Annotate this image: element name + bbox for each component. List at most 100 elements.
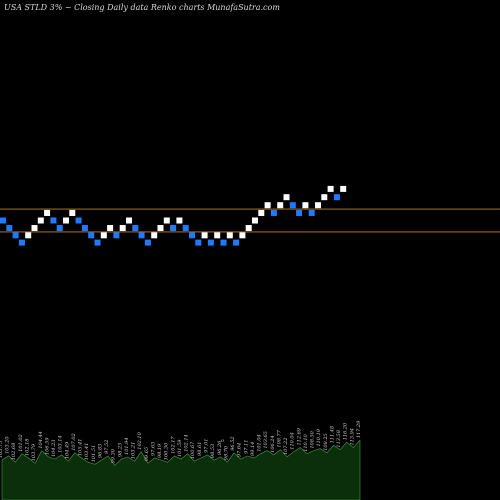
price-label: 116.20 [343, 422, 349, 440]
price-label: 103.14 [58, 435, 64, 453]
price-label: 99.30 [111, 448, 117, 463]
price-label: 104.49 [64, 441, 70, 459]
renko-brick-down [50, 217, 57, 224]
price-label: 100.30 [164, 442, 170, 460]
renko-brick-up [226, 232, 233, 239]
price-label: 98.53 [210, 444, 216, 458]
price-label: 108.77 [276, 429, 282, 447]
price-label: 99.65 [144, 447, 150, 461]
renko-brick-down [195, 239, 202, 246]
renko-brick-down [81, 225, 88, 232]
renko-brick-down [0, 217, 6, 224]
renko-brick-down [189, 232, 195, 239]
price-label: 110.19 [316, 428, 322, 446]
renko-brick-up [340, 185, 347, 192]
price-label: 110.04 [290, 432, 296, 450]
renko-brick-up [245, 225, 252, 232]
renko-brick-up [214, 232, 221, 239]
renko-brick-down [233, 239, 240, 246]
price-label: 112.69 [296, 427, 302, 445]
price-label: 113.94 [349, 428, 355, 446]
renko-brick-down [170, 225, 177, 232]
price-label: 97.52 [104, 440, 110, 454]
renko-brick-up [100, 232, 107, 239]
price-label: 97.11 [243, 440, 249, 454]
renko-brick-down [132, 225, 139, 232]
price-label: 103.79 [31, 443, 37, 461]
price-label: 98.19 [157, 443, 163, 458]
price-label: 103.65 [263, 431, 269, 449]
price-label: 101.04 [257, 434, 263, 452]
renko-brick-up [176, 217, 183, 224]
renko-brick-up [37, 217, 44, 224]
price-label: 101.02 [18, 434, 24, 452]
renko-brick-up [163, 217, 170, 224]
price-label: 103.20 [5, 436, 11, 454]
renko-brick-down [220, 239, 227, 246]
price-label: 102.10 [137, 431, 143, 449]
price-label: 102.18 [25, 439, 31, 457]
renko-brick-down [56, 225, 63, 232]
price-label: 97.63 [150, 442, 156, 456]
price-label: 101.51 [91, 445, 97, 463]
price-label: 98.23 [117, 443, 123, 457]
price-label: 104.44 [38, 431, 44, 449]
price-label: 106.24 [270, 435, 276, 453]
renko-brick-up [327, 185, 334, 192]
renko-brick-up [31, 225, 38, 232]
renko-brick-up [151, 232, 158, 239]
renko-brick-up [119, 225, 126, 232]
price-label: 101.94 [124, 437, 130, 455]
renko-brick-down [6, 225, 13, 232]
price-label: 103.75 [0, 441, 4, 459]
renko-brick-up [201, 232, 208, 239]
price-label: 98.70 [223, 445, 229, 460]
price-label: 106.59 [44, 437, 50, 455]
renko-brick-up [239, 232, 246, 239]
price-label: 102.14 [184, 434, 190, 452]
renko-brick-down [12, 232, 19, 239]
renko-brick-down [113, 232, 120, 239]
renko-brick-down [270, 209, 277, 216]
chart-title: USA STLD 3% ~ Closing Daily data Renko c… [4, 3, 280, 12]
price-label: 97.64 [237, 443, 243, 457]
renko-brick-up [283, 194, 290, 201]
renko-brick-up [277, 202, 284, 209]
renko-brick-down [296, 209, 303, 216]
renko-brick-up [252, 217, 258, 224]
renko-brick-up [258, 209, 265, 216]
price-label: 102.68 [11, 443, 17, 461]
price-label: 98.61 [197, 442, 203, 456]
price-label: 104.23 [51, 440, 57, 458]
price-label: 103.21 [131, 442, 137, 460]
renko-brick-down [138, 232, 145, 239]
renko-brick-up [44, 209, 51, 216]
price-label: 103.41 [84, 443, 90, 461]
price-label: 99.14 [250, 442, 256, 456]
renko-brick-up [126, 217, 132, 224]
renko-brick-up [315, 202, 321, 209]
renko-brick-up [69, 209, 76, 216]
renko-brick-down [144, 239, 151, 246]
renko-brick-down [333, 194, 340, 201]
price-label: 96.52 [230, 436, 236, 450]
price-label: 102.17 [170, 436, 176, 454]
renko-brick-down [75, 217, 82, 224]
renko-brick-up [25, 232, 32, 239]
renko-brick-down [94, 239, 101, 246]
price-label: 105.41 [78, 439, 84, 457]
price-label: 96.83 [97, 444, 103, 458]
renko-brick-up [321, 194, 328, 201]
volume-marker: o [221, 438, 224, 444]
renko-brick-up [107, 225, 114, 232]
renko-brick-down [88, 232, 95, 239]
price-label: 108.25 [323, 433, 329, 451]
price-label: 110.10 [303, 433, 309, 451]
price-label: 111.48 [329, 426, 335, 444]
renko-brick-down [182, 225, 189, 232]
price-label: 97.01 [204, 439, 210, 453]
renko-brick-up [302, 202, 309, 209]
renko-brick-up [157, 225, 164, 232]
